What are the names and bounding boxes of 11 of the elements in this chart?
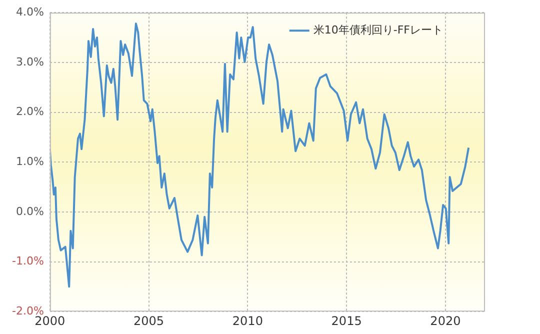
y-tick-label: -1.0% xyxy=(12,254,44,268)
y-tick-label: 3.0% xyxy=(16,55,44,68)
legend-label: 米10年債利回り-FFレート xyxy=(313,23,444,36)
x-tick-label: 2015 xyxy=(331,314,362,328)
x-tick-label: 2010 xyxy=(232,314,263,328)
x-tick-label: 2020 xyxy=(430,314,461,328)
y-tick-label: 0.0% xyxy=(16,204,44,218)
y-tick-label: 4.0% xyxy=(16,5,44,18)
y-tick-label: 2.0% xyxy=(16,105,44,118)
y-tick-label: 1.0% xyxy=(16,154,44,168)
x-tick-label: 2005 xyxy=(134,314,164,328)
